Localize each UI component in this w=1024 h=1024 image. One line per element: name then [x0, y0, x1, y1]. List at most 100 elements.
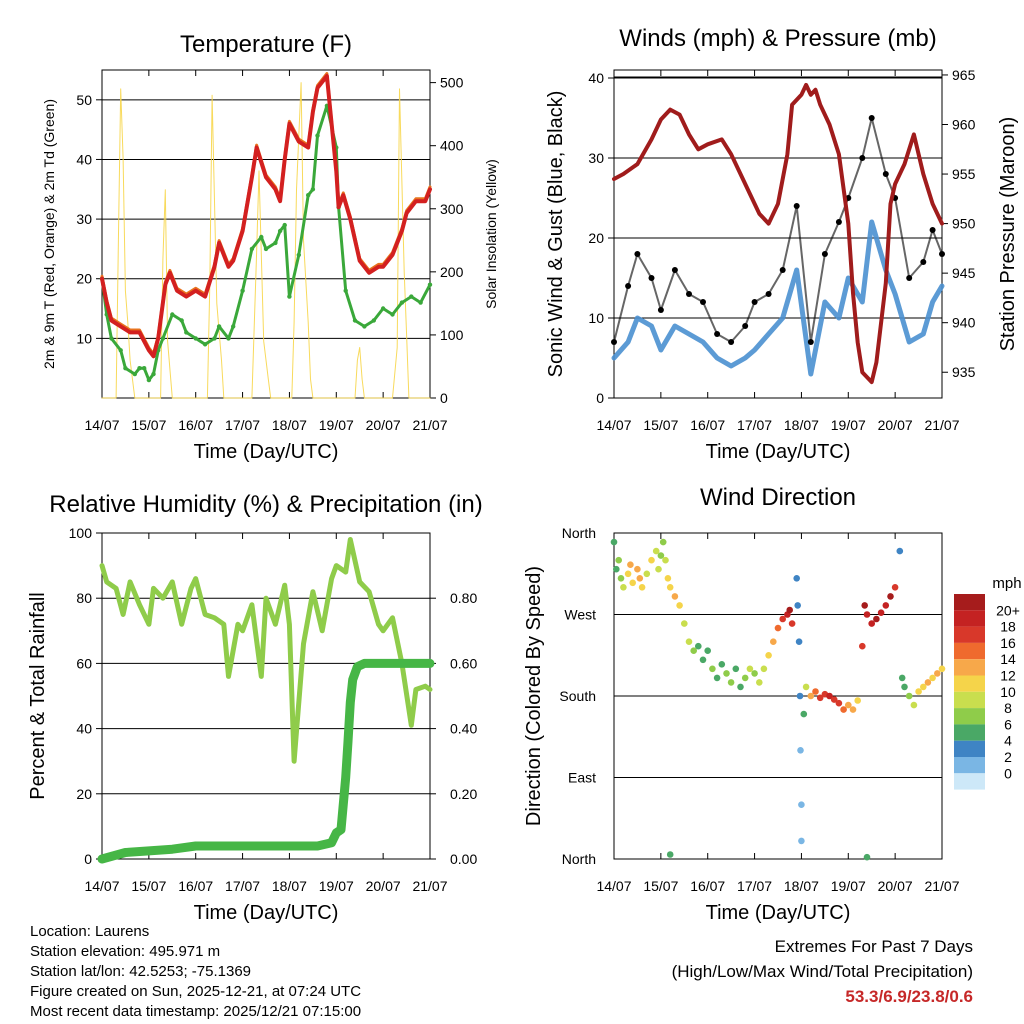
direction-xtick-label: 16/07 — [690, 878, 725, 894]
direction-point — [746, 665, 754, 673]
direction-point — [910, 701, 918, 709]
direction-point — [666, 851, 674, 858]
temperature-ytick-label: 50 — [76, 92, 92, 108]
temperature-title: Temperature (F) — [180, 31, 352, 58]
legend-swatch — [954, 642, 985, 660]
dewpoint-point — [263, 246, 269, 252]
recent-timestamp: Most recent data timestamp: 2025/12/21 0… — [30, 1003, 362, 1020]
direction-point — [770, 638, 777, 645]
direction-point — [727, 679, 735, 686]
dewpoint-point — [296, 252, 301, 258]
humidity-xtick-label: 21/07 — [412, 878, 447, 894]
direction-point — [868, 620, 875, 627]
humidity-ylabel: Percent & Total Rainfall — [27, 592, 49, 800]
temperature-ylabel: 2m & 9m T (Red, Orange) & 2m Td (Green) — [41, 99, 57, 369]
extremes-box: Extremes For Past 7 Days (High/Low/Max W… — [672, 934, 973, 1009]
temperature-xtick-label: 20/07 — [366, 417, 401, 433]
direction-point — [774, 624, 782, 632]
humidity-y2tick-label: 0.60 — [450, 655, 477, 671]
dewpoint-point — [390, 312, 395, 317]
dewpoint-point — [273, 240, 278, 246]
direction-point — [796, 692, 804, 700]
dewpoint-point — [352, 318, 358, 323]
direction-point — [615, 556, 622, 564]
direction-point — [793, 575, 800, 582]
direction-point — [713, 674, 721, 682]
legend-label: 16 — [1000, 635, 1016, 651]
legend-label: 4 — [1004, 733, 1012, 749]
dewpoint-point — [123, 366, 128, 371]
winds-xtick-label: 16/07 — [690, 417, 725, 433]
direction-point — [685, 638, 693, 645]
winds-y2tick-label: 935 — [952, 364, 976, 380]
direction-xtick-label: 18/07 — [784, 878, 819, 894]
winds-xlabel: Time (Day/UTC) — [706, 441, 851, 463]
humidity-xlabel: Time (Day/UTC) — [194, 902, 339, 924]
legend-label: 14 — [1000, 651, 1016, 667]
legend-swatch — [954, 691, 985, 709]
direction-point — [643, 570, 651, 578]
direction-point — [873, 615, 880, 623]
humidity-title: Relative Humidity (%) & Precipitation (i… — [49, 491, 482, 518]
direction-point — [887, 593, 894, 600]
direction-point — [863, 611, 871, 618]
direction-point — [882, 602, 890, 609]
temperature-ytick-label: 10 — [76, 330, 92, 346]
legend-swatch — [954, 740, 985, 757]
direction-point — [760, 665, 768, 673]
extremes-title: Extremes For Past 7 Days — [774, 937, 973, 956]
sonic-wind-line — [611, 219, 945, 377]
winds-ytick-label: 30 — [588, 150, 604, 166]
dewpoint-point — [418, 300, 423, 305]
precipitation-line — [97, 658, 435, 864]
direction-point — [690, 647, 697, 654]
humidity-xtick-label: 18/07 — [272, 878, 307, 894]
direction-point — [929, 674, 936, 682]
temperature-xtick-label: 17/07 — [225, 417, 260, 433]
direction-point — [905, 692, 913, 700]
winds-y2tick-label: 960 — [952, 117, 976, 133]
direction-point — [617, 575, 625, 582]
temperature-ytick-label: 20 — [76, 271, 92, 287]
dewpoint-point — [151, 371, 156, 377]
dewpoint-point — [287, 294, 292, 299]
humidity-y2tick-label: 0.80 — [450, 590, 477, 606]
direction-point — [699, 656, 707, 664]
direction-point — [849, 706, 857, 713]
winds-xtick-label: 15/07 — [643, 417, 678, 433]
temperature-y2tick-label: 500 — [440, 75, 464, 91]
dewpoint-point — [249, 246, 255, 252]
direction-ytick-label: South — [559, 688, 596, 704]
dewpoint-point — [315, 133, 320, 138]
dewpoint-point — [427, 282, 433, 287]
direction-point — [624, 570, 632, 578]
winds-xtick-label: 19/07 — [831, 417, 866, 433]
direction-xtick-label: 15/07 — [643, 878, 678, 894]
direction-point — [877, 609, 885, 616]
temperature-ytick-label: 40 — [76, 151, 92, 167]
direction-point — [802, 683, 810, 691]
direction-point — [737, 683, 744, 691]
dewpoint-point — [371, 318, 376, 323]
humidity-y2tick-label: 0.40 — [450, 721, 477, 737]
temperature-2m-line — [100, 74, 432, 359]
direction-xtick-label: 17/07 — [737, 878, 772, 894]
direction-ytick-label: East — [568, 770, 596, 786]
winds-ytick-label: 40 — [588, 70, 604, 86]
relative-humidity-line — [99, 537, 433, 764]
direction-point — [816, 694, 824, 702]
legend-swatch — [954, 594, 985, 611]
dewpoint-point — [380, 306, 386, 311]
direction-xtick-label: 14/07 — [596, 878, 631, 894]
winds-ytick-label: 20 — [588, 230, 604, 246]
dewpoint-point — [184, 330, 189, 335]
dewpoint-point — [277, 228, 283, 234]
direction-point — [662, 556, 669, 564]
dewpoint-point — [362, 324, 367, 329]
direction-point — [613, 565, 620, 573]
direction-point — [723, 670, 730, 677]
legend-label: 12 — [1000, 668, 1016, 684]
legend-label: 20+ — [996, 602, 1020, 618]
winds-xtick-label: 20/07 — [878, 417, 913, 433]
